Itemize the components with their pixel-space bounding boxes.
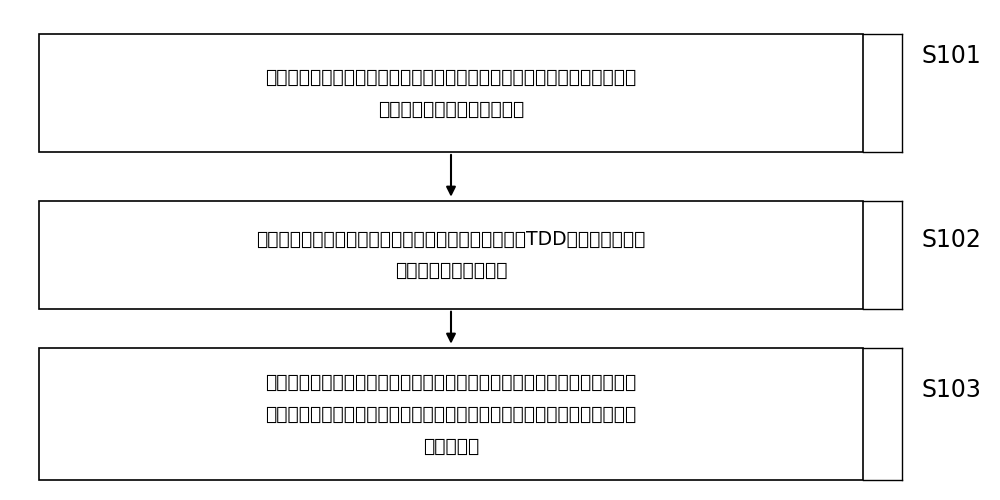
Text: 对簇内的业务状况进行统计，选择使簇内吞吐量最大的TDD子帧配比作为簇: 对簇内的业务状况进行统计，选择使簇内吞吐量最大的TDD子帧配比作为簇 bbox=[256, 230, 646, 248]
Text: 统计小区间的干扰强度与业务差异大小，对基站进行动态分簇，令同簇内的: 统计小区间的干扰强度与业务差异大小，对基站进行动态分簇，令同簇内的 bbox=[265, 68, 637, 87]
Text: S102: S102 bbox=[921, 228, 981, 252]
Text: 佳分簇周期: 佳分簇周期 bbox=[423, 436, 479, 456]
Text: S101: S101 bbox=[921, 44, 981, 68]
FancyBboxPatch shape bbox=[39, 34, 863, 152]
FancyBboxPatch shape bbox=[39, 201, 863, 309]
Text: S103: S103 bbox=[921, 378, 981, 402]
FancyBboxPatch shape bbox=[39, 348, 863, 480]
Text: 能增益的折中关系，通过构建效用函数，确定算法开销与网络性能均衡的最: 能增益的折中关系，通过构建效用函数，确定算法开销与网络性能均衡的最 bbox=[265, 404, 637, 423]
Text: 对小区中的部分用户进行二次关联；确定小区动态分簇的算法开销与网络性: 对小区中的部分用户进行二次关联；确定小区动态分簇的算法开销与网络性 bbox=[265, 373, 637, 392]
Text: 基站使用相同的子帧配置方案: 基站使用相同的子帧配置方案 bbox=[378, 100, 524, 118]
Text: 内统一的子帧配置方案: 内统一的子帧配置方案 bbox=[395, 262, 507, 280]
